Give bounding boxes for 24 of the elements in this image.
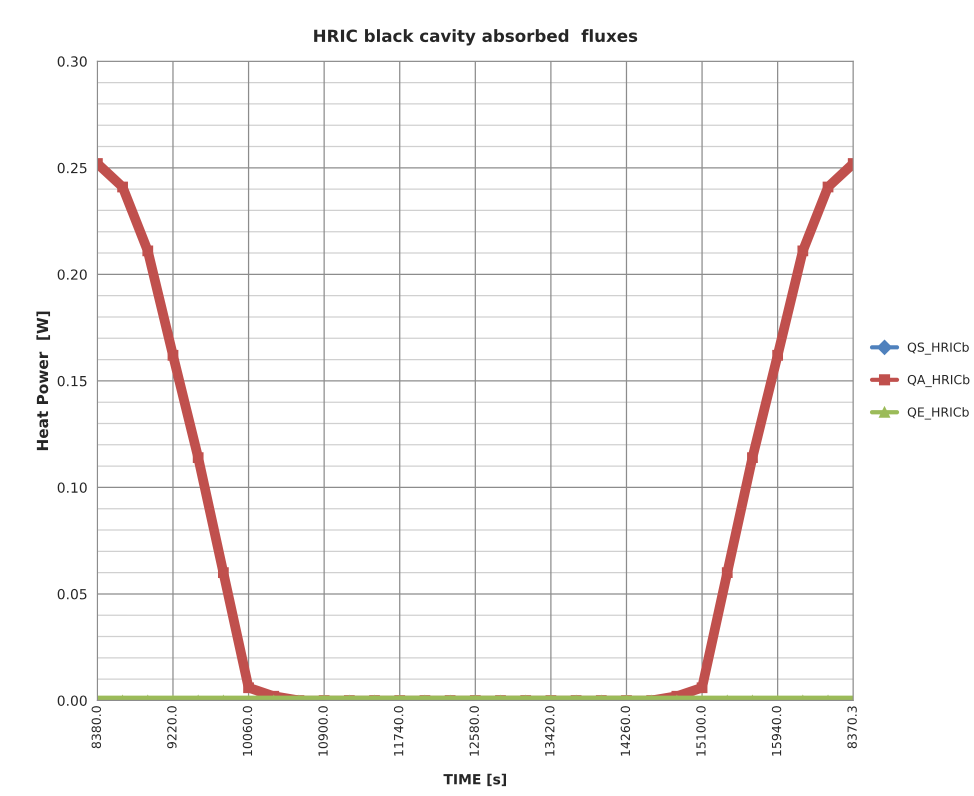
y-tick-label: 0.30 <box>58 56 87 67</box>
y-tick-label: 0.20 <box>58 269 87 280</box>
x-tick-label: 15100.0 <box>696 706 706 756</box>
y-axis-title: Heat Power [W] <box>36 312 50 450</box>
x-tick-label: 13420.0 <box>545 706 555 756</box>
x-tick-label: 8370.3 <box>847 706 857 748</box>
y-tick-label: 0.15 <box>58 376 86 386</box>
legend-label: QS_HRICb <box>908 342 969 355</box>
y-tick-label: 0.05 <box>58 588 86 600</box>
y-tick-label: 0.00 <box>58 695 87 706</box>
y-tick-label: 0.25 <box>58 162 86 174</box>
x-tick-label: 14260.0 <box>620 706 630 756</box>
x-tick-label: 12580.0 <box>469 706 479 756</box>
legend-label: QE_HRICb <box>908 407 969 420</box>
legend-label: QA_HRICb <box>908 374 970 388</box>
x-tick-label: 15940.0 <box>772 706 782 756</box>
chart-title: HRIC black cavity absorbed fluxes <box>314 29 638 46</box>
x-tick-label: 10060.0 <box>242 706 252 756</box>
y-tick-label: 0.10 <box>58 482 87 493</box>
x-tick-label: 11740.0 <box>394 706 404 756</box>
x-tick-label: 9220.0 <box>167 706 177 748</box>
x-tick-label: 8380.0 <box>92 706 102 748</box>
x-axis-title: TIME [s] <box>444 774 506 786</box>
x-tick-label: 10900.0 <box>318 706 328 756</box>
